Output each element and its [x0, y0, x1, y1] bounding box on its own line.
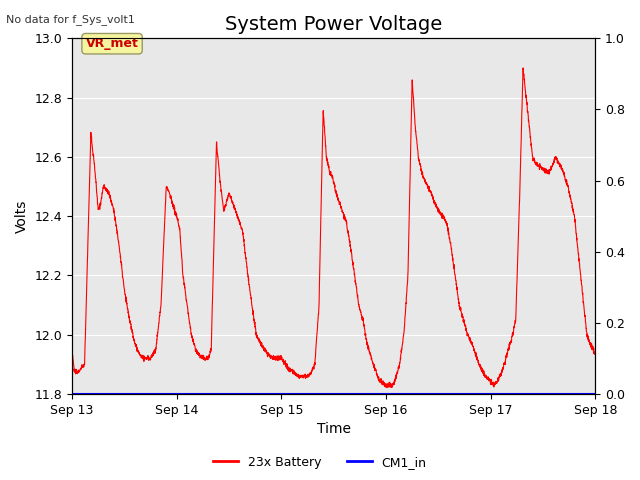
23x Battery [269, 357, 276, 362]
X-axis label: Time: Time [317, 422, 351, 436]
Line: 23x Battery: 23x Battery [72, 68, 595, 388]
Title: System Power Voltage: System Power Voltage [225, 15, 442, 34]
23x Battery [591, 351, 599, 357]
23x Battery [128, 327, 136, 333]
CM1_in [173, 391, 180, 397]
23x Battery [582, 317, 589, 323]
23x Battery [383, 385, 391, 391]
23x Battery [291, 371, 299, 377]
23x Battery [68, 345, 76, 351]
Y-axis label: Volts: Volts [15, 200, 29, 233]
Text: VR_met: VR_met [86, 37, 138, 50]
Text: No data for f_Sys_volt1: No data for f_Sys_volt1 [6, 14, 135, 25]
23x Battery [519, 65, 527, 71]
23x Battery [159, 262, 166, 267]
CM1_in [68, 391, 76, 397]
23x Battery [525, 120, 533, 126]
Legend: 23x Battery, CM1_in: 23x Battery, CM1_in [208, 451, 432, 474]
